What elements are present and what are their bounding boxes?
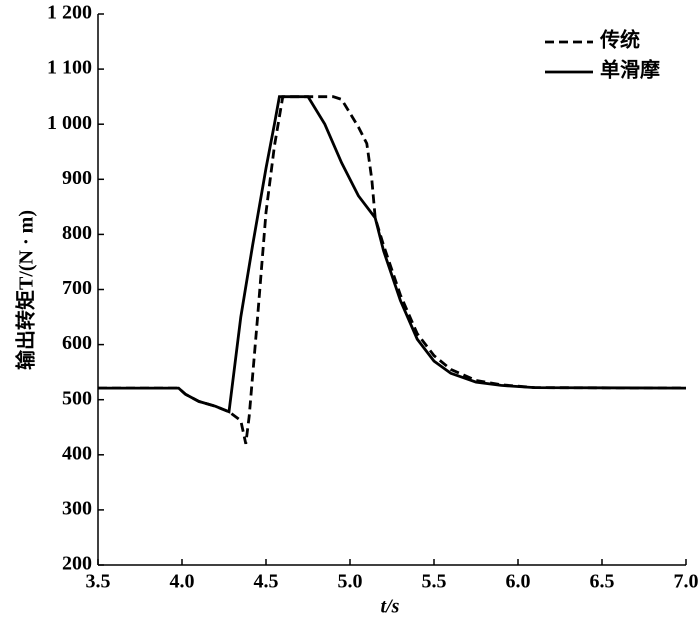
y-tick-label: 800 bbox=[62, 222, 92, 244]
y-tick-label: 300 bbox=[62, 497, 92, 519]
x-tick-label: 6.5 bbox=[590, 571, 615, 593]
x-tick-label: 4.0 bbox=[170, 571, 195, 593]
y-tick-label: 1 200 bbox=[47, 2, 92, 24]
y-tick-label: 1 100 bbox=[47, 57, 92, 79]
x-tick-label: 5.0 bbox=[338, 571, 363, 593]
x-tick-label: 7.0 bbox=[674, 571, 699, 593]
y-tick-label: 400 bbox=[62, 442, 92, 464]
x-tick-label: 4.5 bbox=[254, 571, 279, 593]
y-tick-label: 700 bbox=[62, 277, 92, 299]
legend-label: 传统 bbox=[599, 28, 640, 52]
x-axis-label: t/s bbox=[381, 596, 400, 618]
series-line bbox=[98, 95, 687, 445]
x-tick-label: 5.5 bbox=[422, 571, 447, 593]
x-tick-label: 3.5 bbox=[86, 571, 111, 593]
y-tick-label: 600 bbox=[62, 332, 92, 354]
y-tick-label: 1 000 bbox=[47, 112, 92, 134]
y-tick-label: 200 bbox=[62, 553, 92, 575]
x-tick-label: 6.0 bbox=[506, 571, 531, 593]
legend-label: 单滑摩 bbox=[600, 58, 660, 82]
series-line bbox=[98, 95, 687, 414]
y-tick-label: 500 bbox=[62, 387, 92, 409]
y-axis-label: 输出转矩T/(N · m) bbox=[14, 210, 38, 370]
y-tick-label: 900 bbox=[62, 167, 92, 189]
